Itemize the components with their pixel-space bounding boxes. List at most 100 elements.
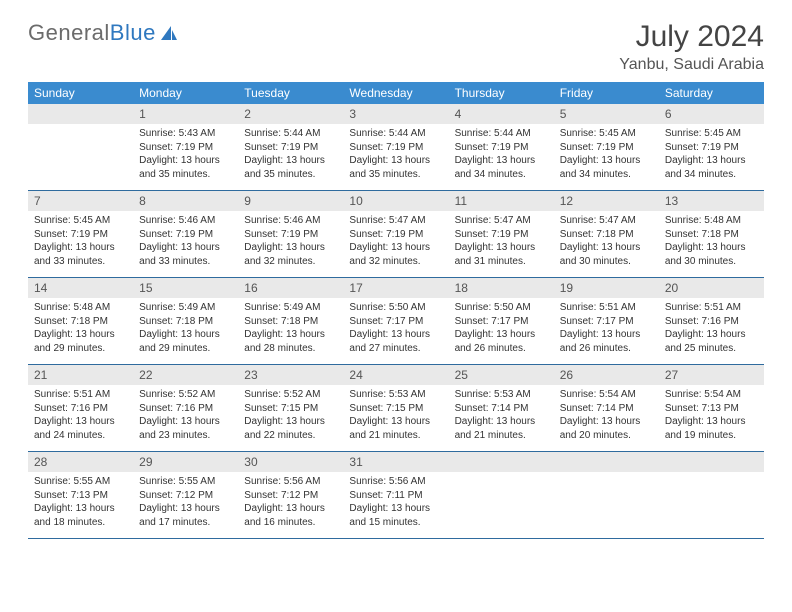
month-title: July 2024 <box>619 20 764 54</box>
calendar-day-cell: 18Sunrise: 5:50 AMSunset: 7:17 PMDayligh… <box>449 278 554 365</box>
day-details: Sunrise: 5:45 AMSunset: 7:19 PMDaylight:… <box>659 124 764 187</box>
weekday-header: Saturday <box>659 82 764 104</box>
day-details: Sunrise: 5:47 AMSunset: 7:19 PMDaylight:… <box>449 211 554 274</box>
day-number: 11 <box>449 191 554 211</box>
calendar-day-cell: 29Sunrise: 5:55 AMSunset: 7:12 PMDayligh… <box>133 452 238 539</box>
day-number: 23 <box>238 365 343 385</box>
day-number: 20 <box>659 278 764 298</box>
day-details: Sunrise: 5:50 AMSunset: 7:17 PMDaylight:… <box>343 298 448 361</box>
day-number: 17 <box>343 278 448 298</box>
calendar-day-cell: 15Sunrise: 5:49 AMSunset: 7:18 PMDayligh… <box>133 278 238 365</box>
calendar-day-cell: 21Sunrise: 5:51 AMSunset: 7:16 PMDayligh… <box>28 365 133 452</box>
day-number: 7 <box>28 191 133 211</box>
calendar-week-row: 14Sunrise: 5:48 AMSunset: 7:18 PMDayligh… <box>28 278 764 365</box>
day-number <box>659 452 764 472</box>
weekday-header: Monday <box>133 82 238 104</box>
calendar-day-cell: 11Sunrise: 5:47 AMSunset: 7:19 PMDayligh… <box>449 191 554 278</box>
calendar-day-cell: 13Sunrise: 5:48 AMSunset: 7:18 PMDayligh… <box>659 191 764 278</box>
day-number: 2 <box>238 104 343 124</box>
day-details: Sunrise: 5:51 AMSunset: 7:17 PMDaylight:… <box>554 298 659 361</box>
day-details <box>28 124 133 187</box>
day-details: Sunrise: 5:45 AMSunset: 7:19 PMDaylight:… <box>28 211 133 274</box>
day-details: Sunrise: 5:44 AMSunset: 7:19 PMDaylight:… <box>449 124 554 187</box>
day-number: 22 <box>133 365 238 385</box>
location-label: Yanbu, Saudi Arabia <box>619 56 764 74</box>
calendar-day-cell: 2Sunrise: 5:44 AMSunset: 7:19 PMDaylight… <box>238 104 343 191</box>
calendar-day-cell: 22Sunrise: 5:52 AMSunset: 7:16 PMDayligh… <box>133 365 238 452</box>
day-details: Sunrise: 5:48 AMSunset: 7:18 PMDaylight:… <box>659 211 764 274</box>
day-number: 24 <box>343 365 448 385</box>
calendar-day-cell: 14Sunrise: 5:48 AMSunset: 7:18 PMDayligh… <box>28 278 133 365</box>
sail-icon <box>159 24 179 42</box>
day-number: 15 <box>133 278 238 298</box>
day-number: 30 <box>238 452 343 472</box>
day-number: 16 <box>238 278 343 298</box>
day-details <box>659 472 764 535</box>
day-details: Sunrise: 5:53 AMSunset: 7:14 PMDaylight:… <box>449 385 554 448</box>
day-number: 13 <box>659 191 764 211</box>
calendar-day-cell: 23Sunrise: 5:52 AMSunset: 7:15 PMDayligh… <box>238 365 343 452</box>
calendar-week-row: 21Sunrise: 5:51 AMSunset: 7:16 PMDayligh… <box>28 365 764 452</box>
calendar-day-cell: 27Sunrise: 5:54 AMSunset: 7:13 PMDayligh… <box>659 365 764 452</box>
day-number: 25 <box>449 365 554 385</box>
day-number: 8 <box>133 191 238 211</box>
calendar-day-cell: 25Sunrise: 5:53 AMSunset: 7:14 PMDayligh… <box>449 365 554 452</box>
calendar-empty-cell <box>28 104 133 191</box>
day-number: 9 <box>238 191 343 211</box>
day-details: Sunrise: 5:53 AMSunset: 7:15 PMDaylight:… <box>343 385 448 448</box>
calendar-day-cell: 3Sunrise: 5:44 AMSunset: 7:19 PMDaylight… <box>343 104 448 191</box>
title-block: July 2024 Yanbu, Saudi Arabia <box>619 20 764 74</box>
weekday-header: Wednesday <box>343 82 448 104</box>
day-number: 5 <box>554 104 659 124</box>
calendar-day-cell: 24Sunrise: 5:53 AMSunset: 7:15 PMDayligh… <box>343 365 448 452</box>
calendar-empty-cell <box>449 452 554 539</box>
day-details: Sunrise: 5:54 AMSunset: 7:13 PMDaylight:… <box>659 385 764 448</box>
day-details <box>449 472 554 535</box>
day-details: Sunrise: 5:44 AMSunset: 7:19 PMDaylight:… <box>238 124 343 187</box>
day-details: Sunrise: 5:46 AMSunset: 7:19 PMDaylight:… <box>133 211 238 274</box>
day-number: 18 <box>449 278 554 298</box>
day-details: Sunrise: 5:47 AMSunset: 7:19 PMDaylight:… <box>343 211 448 274</box>
calendar-day-cell: 16Sunrise: 5:49 AMSunset: 7:18 PMDayligh… <box>238 278 343 365</box>
calendar-week-row: 1Sunrise: 5:43 AMSunset: 7:19 PMDaylight… <box>28 104 764 191</box>
brand-logo: GeneralBlue <box>28 20 179 46</box>
calendar-week-row: 28Sunrise: 5:55 AMSunset: 7:13 PMDayligh… <box>28 452 764 539</box>
day-number: 4 <box>449 104 554 124</box>
calendar-day-cell: 12Sunrise: 5:47 AMSunset: 7:18 PMDayligh… <box>554 191 659 278</box>
day-number <box>449 452 554 472</box>
brand-part1: General <box>28 20 110 46</box>
day-details: Sunrise: 5:56 AMSunset: 7:11 PMDaylight:… <box>343 472 448 535</box>
day-number: 27 <box>659 365 764 385</box>
day-details: Sunrise: 5:47 AMSunset: 7:18 PMDaylight:… <box>554 211 659 274</box>
day-number: 12 <box>554 191 659 211</box>
weekday-header: Thursday <box>449 82 554 104</box>
day-number: 29 <box>133 452 238 472</box>
day-number: 3 <box>343 104 448 124</box>
day-number <box>554 452 659 472</box>
calendar-day-cell: 10Sunrise: 5:47 AMSunset: 7:19 PMDayligh… <box>343 191 448 278</box>
day-details: Sunrise: 5:51 AMSunset: 7:16 PMDaylight:… <box>28 385 133 448</box>
day-number: 1 <box>133 104 238 124</box>
calendar-day-cell: 4Sunrise: 5:44 AMSunset: 7:19 PMDaylight… <box>449 104 554 191</box>
calendar-day-cell: 26Sunrise: 5:54 AMSunset: 7:14 PMDayligh… <box>554 365 659 452</box>
page-header: GeneralBlue July 2024 Yanbu, Saudi Arabi… <box>28 20 764 74</box>
calendar-day-cell: 30Sunrise: 5:56 AMSunset: 7:12 PMDayligh… <box>238 452 343 539</box>
calendar-day-cell: 9Sunrise: 5:46 AMSunset: 7:19 PMDaylight… <box>238 191 343 278</box>
weekday-header: Tuesday <box>238 82 343 104</box>
day-number: 14 <box>28 278 133 298</box>
day-number: 31 <box>343 452 448 472</box>
day-details: Sunrise: 5:44 AMSunset: 7:19 PMDaylight:… <box>343 124 448 187</box>
day-number: 19 <box>554 278 659 298</box>
day-number: 28 <box>28 452 133 472</box>
calendar-day-cell: 6Sunrise: 5:45 AMSunset: 7:19 PMDaylight… <box>659 104 764 191</box>
calendar-week-row: 7Sunrise: 5:45 AMSunset: 7:19 PMDaylight… <box>28 191 764 278</box>
day-number: 21 <box>28 365 133 385</box>
day-details: Sunrise: 5:54 AMSunset: 7:14 PMDaylight:… <box>554 385 659 448</box>
calendar-day-cell: 17Sunrise: 5:50 AMSunset: 7:17 PMDayligh… <box>343 278 448 365</box>
day-details: Sunrise: 5:52 AMSunset: 7:16 PMDaylight:… <box>133 385 238 448</box>
day-number: 6 <box>659 104 764 124</box>
calendar-day-cell: 7Sunrise: 5:45 AMSunset: 7:19 PMDaylight… <box>28 191 133 278</box>
calendar-day-cell: 28Sunrise: 5:55 AMSunset: 7:13 PMDayligh… <box>28 452 133 539</box>
calendar-day-cell: 8Sunrise: 5:46 AMSunset: 7:19 PMDaylight… <box>133 191 238 278</box>
day-details: Sunrise: 5:52 AMSunset: 7:15 PMDaylight:… <box>238 385 343 448</box>
